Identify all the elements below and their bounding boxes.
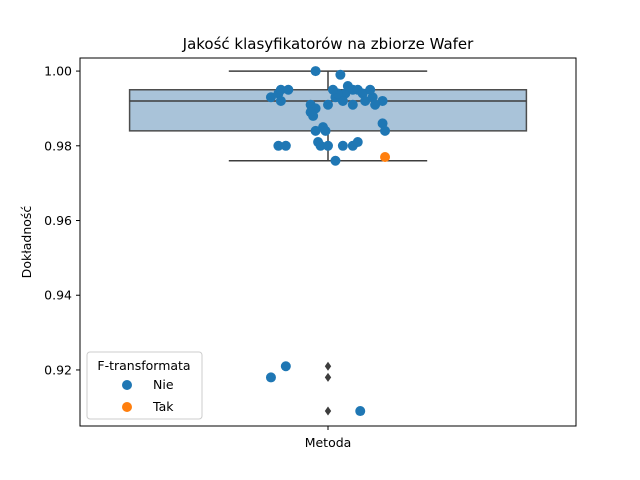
point-nie-44: [355, 406, 366, 417]
y-tick-label-2: 0.96: [44, 213, 72, 228]
point-nie-30: [320, 125, 331, 136]
point-nie-25: [365, 84, 376, 95]
outlier-marker-0: [324, 361, 332, 371]
point-nie-24: [370, 99, 381, 110]
legend-marker-nie: [122, 380, 132, 390]
point-nie-0: [310, 66, 321, 77]
plot-area: [128, 66, 528, 417]
y-axis: 0.92 0.94 0.96 0.98 1.00: [44, 64, 80, 377]
x-tick-label-0: Metoda: [305, 435, 352, 450]
y-tick-label-0: 0.92: [44, 362, 72, 377]
point-nie-21: [360, 95, 371, 106]
point-nie-36: [352, 137, 363, 148]
point-nie-5: [283, 84, 294, 95]
legend-frame: [86, 351, 203, 420]
y-tick-label-1: 0.94: [44, 288, 72, 303]
legend-label-nie: Nie: [153, 377, 174, 392]
y-axis-label: Dokładność: [19, 206, 34, 279]
point-nie-1: [335, 69, 346, 80]
point-nie-10: [308, 110, 319, 121]
outlier-marker-2: [324, 406, 332, 416]
point-nie-20: [347, 99, 358, 110]
point-nie-32: [315, 140, 326, 151]
point-nie-28: [310, 125, 321, 136]
point-nie-34: [337, 140, 348, 151]
point-nie-43: [265, 372, 276, 383]
point-nie-6: [275, 95, 286, 106]
point-nie-41: [380, 125, 391, 136]
x-axis: Metoda: [305, 426, 352, 450]
point-nie-4: [275, 84, 286, 95]
legend-title: F-transformata: [97, 358, 190, 373]
point-nie-2: [265, 92, 276, 103]
chart-title: Jakość klasyfikatorów na zbiorze Wafer: [182, 35, 475, 53]
legend: F-transformata Nie Tak: [86, 351, 203, 420]
box-iqr: [128, 89, 528, 132]
point-nie-11: [323, 99, 333, 110]
point-nie-23: [377, 95, 388, 106]
point-nie-19: [337, 95, 348, 106]
legend-marker-tak: [122, 402, 132, 412]
y-tick-label-3: 0.98: [44, 138, 72, 153]
point-tak-0: [380, 152, 391, 163]
point-nie-37: [330, 155, 341, 166]
point-nie-27: [327, 84, 338, 95]
point-nie-42: [280, 361, 291, 372]
point-nie-39: [280, 140, 291, 151]
outlier-marker-1: [324, 372, 332, 382]
point-nie-33: [323, 140, 333, 151]
point-nie-38: [273, 140, 284, 151]
legend-label-tak: Tak: [152, 399, 174, 414]
y-tick-label-4: 1.00: [44, 64, 72, 79]
